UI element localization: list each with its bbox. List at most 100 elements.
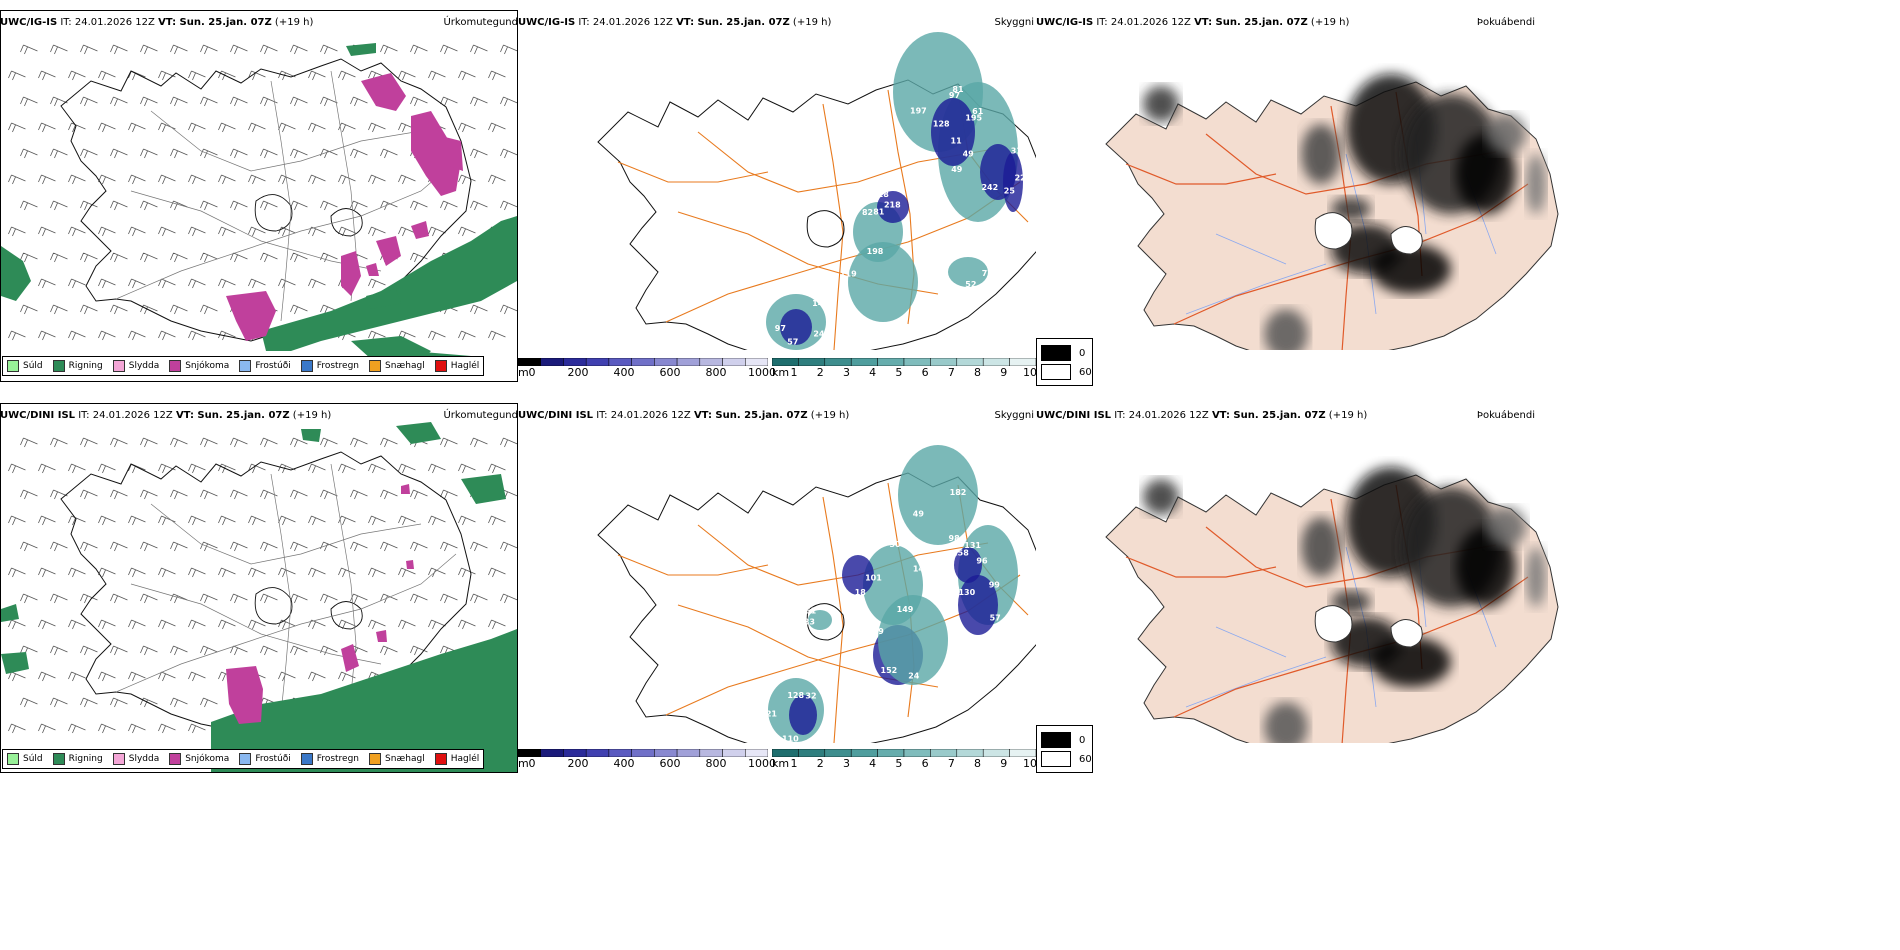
wind-barb — [50, 304, 68, 315]
wind-barb — [440, 593, 458, 604]
wind-barb — [380, 645, 398, 656]
wind-barb — [38, 619, 56, 630]
field-name: Úrkomutegund — [443, 410, 518, 421]
wind-barb — [368, 278, 386, 289]
wind-barb — [200, 593, 218, 604]
legend-label: Haglél — [450, 361, 480, 371]
colorbar-segment — [654, 749, 678, 757]
glacier-outline — [1314, 605, 1353, 643]
colorbar-tick: 200 — [567, 757, 589, 770]
wind-barb — [98, 70, 116, 81]
wind-barb — [470, 96, 488, 107]
wind-barb — [260, 96, 278, 107]
wind-barb — [158, 122, 176, 133]
wind-barb — [470, 304, 488, 315]
cloud-base-label: 57 — [787, 338, 798, 347]
wind-barb — [170, 252, 188, 263]
valid-time: VT: Sun. 25.jan. 07Z — [175, 410, 290, 421]
colorbar-tick: 1 — [790, 757, 798, 770]
cloud-area — [848, 242, 918, 322]
legend-swatch — [369, 753, 382, 765]
wind-barb — [188, 122, 206, 133]
lead-time: (+19 h) — [1310, 17, 1350, 28]
wind-barb — [110, 44, 128, 55]
wind-barb — [110, 252, 128, 263]
wind-barb — [500, 304, 517, 315]
legend-item: Rigning — [52, 360, 103, 372]
wind-barb — [290, 200, 308, 211]
wind-barb — [128, 723, 146, 734]
cloud-base-label: 222 — [1015, 173, 1032, 182]
wind-barb — [188, 515, 206, 526]
wind-barb — [278, 122, 296, 133]
cloud-base-label: 96 — [976, 557, 988, 566]
wind-barb — [170, 304, 188, 315]
wind-barb — [278, 671, 296, 682]
wind-barb — [350, 541, 368, 552]
wind-barb — [500, 148, 517, 159]
legend-swatch — [369, 360, 382, 372]
wind-barb — [380, 437, 398, 448]
visibility-unit: km — [772, 366, 790, 379]
cloud-base-label: 158 — [952, 548, 969, 557]
legend-label: Frostregn — [316, 754, 360, 764]
cloud-base-label: 49 — [963, 150, 975, 159]
model-name: UWC/IG-IS — [1036, 17, 1094, 28]
cloud-base-label: 128 — [933, 119, 950, 128]
lead-time: (+19 h) — [792, 17, 832, 28]
colorbar-segment — [1009, 358, 1036, 366]
cloud-base-label: 49 — [951, 165, 963, 174]
cloud-base-label: 110 — [782, 734, 799, 743]
wind-barb — [98, 330, 116, 341]
wind-barb — [230, 96, 248, 107]
fog-area — [1371, 244, 1451, 294]
wind-barb — [68, 330, 86, 341]
colorbar-tick: 3 — [842, 757, 850, 770]
wind-barb — [320, 645, 338, 656]
wind-barb — [128, 122, 146, 133]
legend-label: Slydda — [128, 754, 160, 764]
wind-barb — [260, 148, 278, 159]
model-name: UWC/IG-IS — [518, 17, 576, 28]
wind-barb — [278, 226, 296, 237]
wind-barb — [50, 148, 68, 159]
colorbar-segment — [930, 358, 958, 366]
fog-area — [1264, 309, 1308, 350]
fog-area — [1301, 517, 1341, 577]
wind-barb — [140, 304, 158, 315]
colorbar-segment — [585, 358, 610, 366]
panel-title: UWC/DINI ISL IT: 24.01.2026 12Z VT: Sun.… — [0, 409, 520, 423]
fog-legend-label: 0 — [1079, 734, 1086, 746]
wind-barb — [320, 437, 338, 448]
wind-barb — [98, 122, 116, 133]
wind-barb — [20, 437, 38, 448]
wind-barb — [110, 489, 128, 500]
colorbar-tick: 4 — [869, 757, 877, 770]
wind-barb — [128, 619, 146, 630]
wind-barb — [188, 463, 206, 474]
wind-barb — [398, 515, 416, 526]
wind-barb — [218, 278, 236, 289]
wind-barb — [68, 671, 86, 682]
wind-barb — [200, 200, 218, 211]
cloud-area — [958, 575, 998, 635]
colorbar-segment — [699, 749, 723, 757]
wind-barb — [158, 671, 176, 682]
cloudbase-bar — [518, 749, 768, 757]
colorbar-tick: 200 — [567, 366, 589, 379]
wind-barb — [278, 174, 296, 185]
colorbar-segment — [1009, 749, 1036, 757]
wind-barb — [80, 148, 98, 159]
lead-time: (+19 h) — [1328, 410, 1368, 421]
glacier-outline — [330, 208, 363, 237]
cloud-base-label: 31 — [1011, 147, 1023, 156]
wind-barb — [170, 645, 188, 656]
wind-barb — [230, 541, 248, 552]
wind-barb — [500, 541, 517, 552]
legend-label: Snæhagl — [385, 361, 425, 371]
colorbar-segment — [631, 358, 655, 366]
colorbar-segment — [745, 749, 768, 757]
wind-barb — [380, 541, 398, 552]
wind-barb — [80, 304, 98, 315]
cloud-base-label: 24 — [908, 671, 920, 680]
